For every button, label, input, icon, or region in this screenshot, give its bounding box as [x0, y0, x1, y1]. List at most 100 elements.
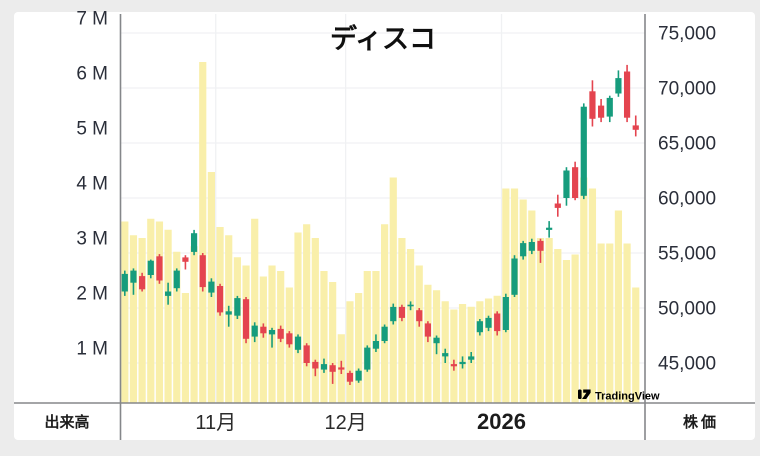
price-axis-tick: 50,000	[658, 299, 716, 320]
volume-bar	[363, 271, 371, 403]
candle-body	[390, 306, 397, 322]
candle-body	[580, 106, 587, 196]
candle-body	[511, 258, 518, 295]
candle-body	[182, 257, 189, 262]
candle-body	[476, 321, 483, 333]
candle-body	[372, 341, 380, 349]
candlestick-series[interactable]	[121, 64, 639, 385]
candle-body	[208, 281, 215, 293]
volume-bar	[311, 238, 319, 403]
volume-bar	[484, 298, 493, 403]
candle-body	[459, 361, 466, 365]
candle-body	[632, 125, 639, 130]
candle-body	[468, 356, 475, 360]
volume-bar	[562, 260, 571, 403]
candle-body	[199, 255, 206, 288]
candle-body	[225, 311, 232, 315]
volume-axis-tick: 5 M	[76, 119, 108, 140]
volume-bar	[606, 243, 614, 403]
candle-body	[216, 286, 224, 313]
volume-bar	[614, 210, 623, 403]
volume-bar	[147, 218, 155, 403]
candle-body	[234, 298, 241, 316]
volume-bar	[251, 218, 259, 403]
volume-bar	[588, 188, 597, 403]
volume-bar	[346, 301, 354, 403]
volume-bar	[381, 224, 389, 403]
month-label: 11月	[195, 412, 236, 434]
volume-bar	[294, 232, 302, 403]
candle-body	[623, 71, 631, 118]
volume-bar	[476, 301, 484, 403]
volume-bar	[155, 221, 164, 403]
chart-title: ディスコ	[330, 23, 436, 54]
candle-body	[121, 273, 128, 292]
volume-bar	[320, 271, 328, 403]
candle-body	[398, 306, 406, 318]
candle-body	[494, 313, 501, 332]
candle-body	[528, 242, 535, 251]
price-axis-tick: 65,000	[658, 134, 716, 155]
candle-body	[268, 330, 276, 335]
volume-bar	[199, 62, 207, 403]
volume-bar	[415, 265, 423, 403]
candle-body	[554, 203, 561, 208]
candle-body	[416, 310, 423, 322]
candle-body	[598, 105, 605, 118]
volume-bar	[389, 177, 397, 403]
volume-bar	[580, 177, 588, 403]
candle-body	[606, 97, 613, 117]
volume-bar	[623, 243, 631, 403]
candle-body	[165, 291, 172, 296]
volume-axis-tick: 4 M	[76, 174, 108, 195]
month-label: 12月	[324, 412, 366, 434]
candle-body	[520, 243, 527, 257]
volume-bar	[450, 309, 458, 403]
volume-axis-name: 出来高	[44, 413, 89, 431]
candle-body	[346, 372, 354, 382]
candle-body	[407, 304, 414, 307]
volume-bar	[190, 246, 198, 403]
price-axis-tick: 70,000	[658, 79, 716, 100]
volume-axis-tick: 2 M	[76, 284, 108, 305]
candle-body	[589, 91, 596, 119]
candle-body	[381, 326, 388, 341]
candle-body	[260, 326, 267, 334]
candle-body	[277, 328, 284, 339]
candle-body	[615, 78, 622, 94]
candle-body	[312, 361, 319, 369]
candle-body	[320, 364, 328, 370]
candle-body	[329, 365, 336, 372]
candle-body	[572, 167, 579, 198]
candle-body	[424, 323, 431, 337]
candle-body	[242, 299, 250, 339]
volume-bar	[632, 287, 640, 403]
candle-body	[173, 270, 180, 289]
candle-body	[156, 256, 163, 281]
candle-body	[546, 227, 553, 230]
time-axis-labels: 11月 12月 2026	[195, 409, 526, 434]
volume-bar	[329, 282, 337, 403]
volume-bar	[545, 238, 553, 403]
volume-axis-tick: 7 M	[76, 9, 108, 30]
tradingview-watermark[interactable]: TradingView	[578, 389, 660, 403]
price-axis-tick: 45,000	[658, 354, 716, 375]
candle-body	[502, 297, 509, 330]
volume-axis-tick: 6 M	[76, 64, 108, 85]
volume-bar	[355, 293, 363, 403]
candle-body	[130, 270, 137, 283]
volume-bar	[554, 249, 562, 403]
candle-body	[251, 325, 258, 337]
volume-axis-tick: 1 M	[76, 339, 108, 360]
candle-body	[450, 364, 457, 367]
volume-bar	[121, 221, 129, 403]
volume-bar	[528, 210, 536, 403]
candle-body	[442, 353, 449, 357]
candle-body	[303, 345, 310, 363]
candle-body	[294, 336, 302, 350]
volume-bar	[164, 229, 172, 403]
volume-bar	[536, 238, 545, 403]
volume-bar	[259, 276, 267, 403]
candle-body	[364, 347, 371, 370]
